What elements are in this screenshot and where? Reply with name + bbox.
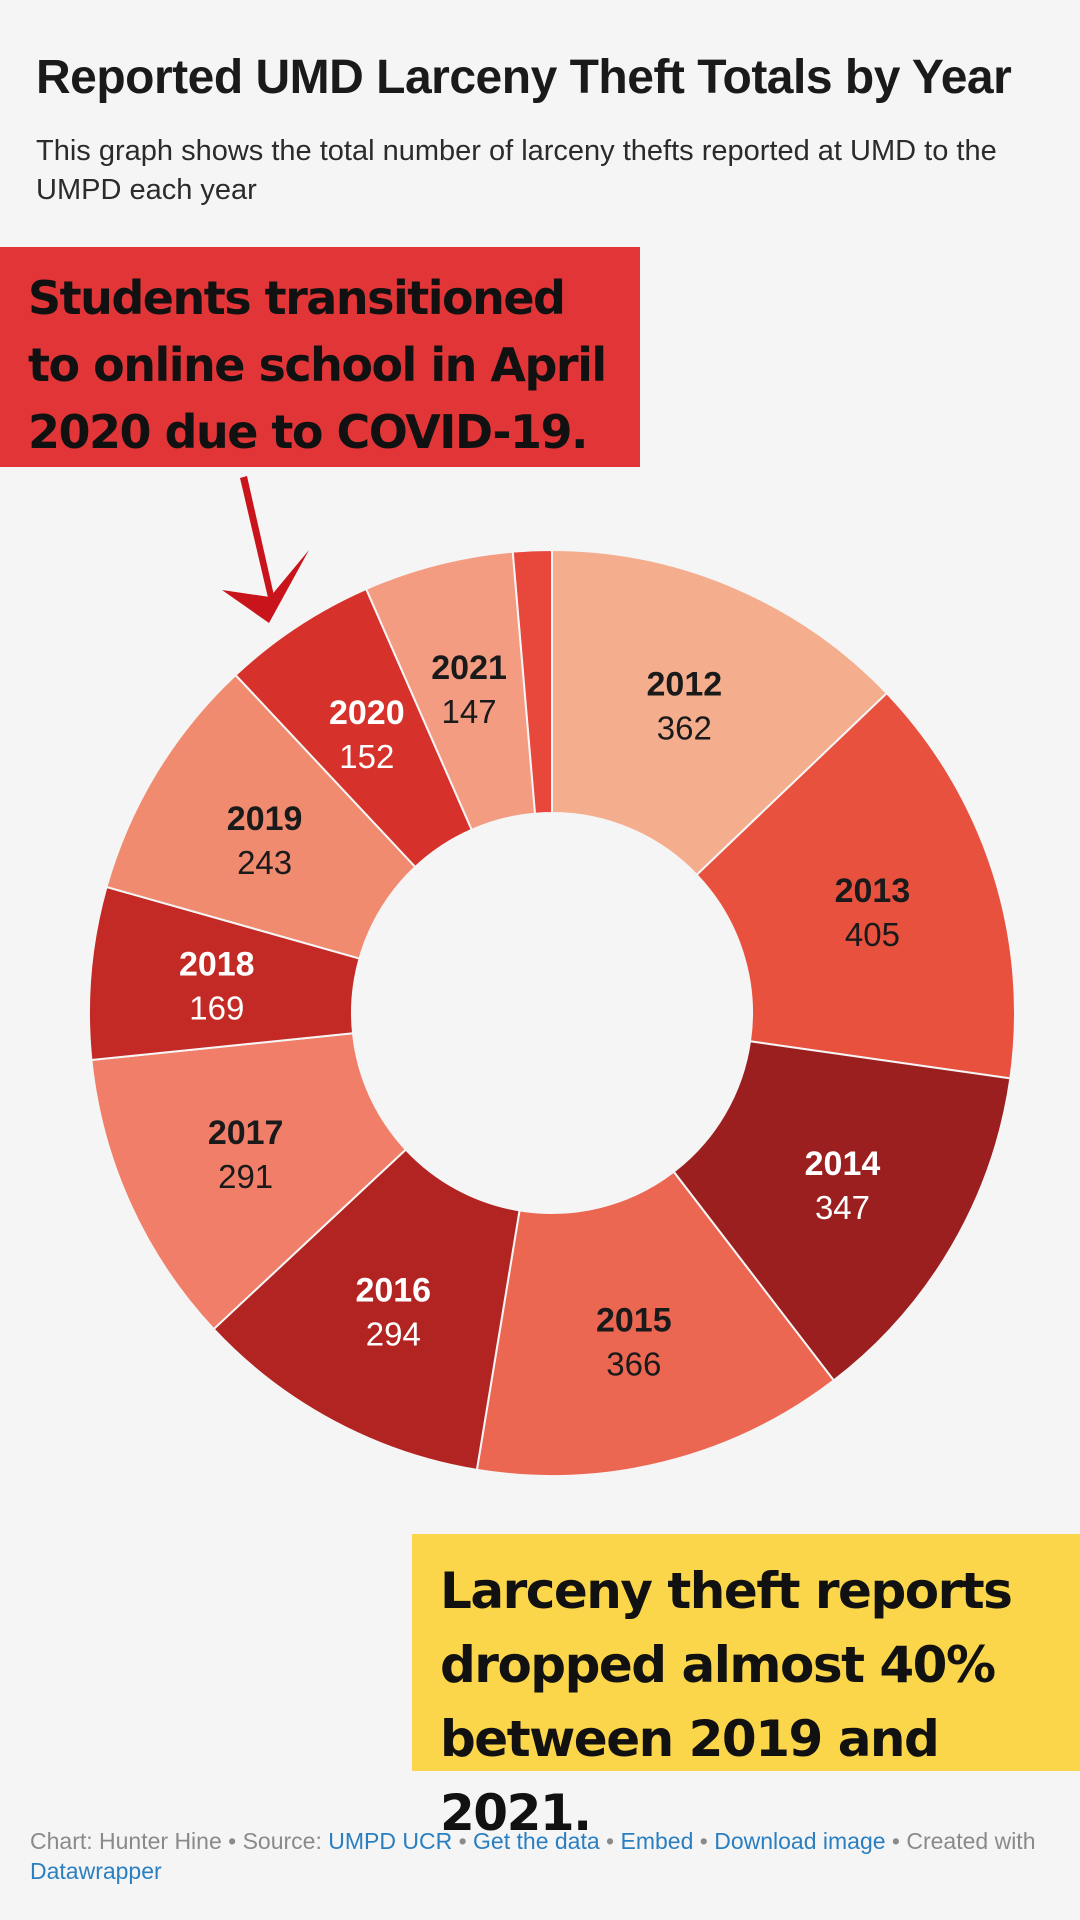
segment-value-label: 347 [815, 1189, 870, 1226]
segment-value-label: 294 [366, 1316, 421, 1353]
segment-value-label: 169 [189, 990, 244, 1027]
segment-year-label: 2013 [835, 872, 911, 910]
donut-segment-2017[interactable] [90, 1032, 408, 1331]
segment-label-2016: 2016 294 [355, 1272, 431, 1353]
donut-segment-2015[interactable] [475, 1170, 836, 1477]
segment-value-label: 362 [657, 710, 712, 747]
segment-value-label: 152 [339, 738, 394, 775]
segment-label-2021: 2021 147 [431, 649, 507, 730]
embed-link[interactable]: Embed [620, 1828, 694, 1854]
segment-year-label: 2012 [647, 666, 723, 704]
donut-segment-2019[interactable] [105, 673, 417, 960]
chart-footer: Chart: Hunter Hine • Source: UMPD UCR • … [30, 1828, 1036, 1884]
segment-value-label: 243 [237, 844, 292, 881]
created-with-text: Created with [906, 1828, 1036, 1854]
donut-segment-2013[interactable] [695, 691, 1016, 1080]
covid-callout: Students transitioned to online school i… [0, 247, 640, 467]
segment-year-label: 2014 [805, 1145, 881, 1183]
download-image-link[interactable]: Download image [714, 1828, 886, 1854]
donut-segment-unlabeled[interactable] [511, 548, 553, 815]
segment-label-2015: 2015 366 [596, 1301, 672, 1382]
donut-segment-2014[interactable] [672, 1040, 1012, 1382]
segment-year-label: 2019 [227, 800, 303, 838]
get-data-link[interactable]: Get the data [473, 1828, 600, 1854]
segment-label-2017: 2017 291 [208, 1114, 284, 1195]
datawrapper-link[interactable]: Datawrapper [30, 1858, 162, 1884]
arrow-head [222, 550, 309, 623]
source-link[interactable]: UMPD UCR [328, 1828, 453, 1854]
segment-year-label: 2020 [329, 694, 405, 732]
segment-label-2018: 2018 169 [179, 946, 255, 1027]
donut-labels: 2012362201340520143472015366201629420172… [179, 649, 910, 1383]
chart-author: Chart: Hunter Hine [30, 1828, 222, 1854]
segment-label-2013: 2013 405 [835, 872, 911, 953]
segment-label-2012: 2012 362 [647, 666, 723, 747]
chart-subtitle: This graph shows the total number of lar… [36, 135, 997, 206]
segment-year-label: 2018 [179, 946, 255, 984]
chart-title: Reported UMD Larceny Theft Totals by Yea… [36, 51, 1012, 104]
donut-segments [88, 548, 1016, 1477]
segment-value-label: 291 [218, 1158, 273, 1195]
segment-value-label: 405 [845, 916, 900, 953]
callout-arrow [222, 476, 309, 623]
segment-value-label: 366 [606, 1345, 661, 1382]
arrow-shaft [240, 476, 275, 602]
segment-year-label: 2016 [355, 1272, 431, 1310]
segment-year-label: 2021 [431, 649, 507, 687]
segment-year-label: 2017 [208, 1114, 284, 1152]
donut-segment-2016[interactable] [212, 1148, 521, 1472]
segment-label-2020: 2020 152 [329, 694, 405, 775]
source-label: Source: [242, 1828, 322, 1854]
segment-label-2019: 2019 243 [227, 800, 303, 881]
segment-label-2014: 2014 347 [805, 1145, 881, 1226]
segment-value-label: 147 [442, 693, 497, 730]
donut-segment-2012[interactable] [551, 548, 889, 877]
drop-callout: Larceny theft reports dropped almost 40%… [412, 1534, 1080, 1842]
donut-chart: 2012362201340520143472015366201629420172… [88, 476, 1016, 1477]
segment-year-label: 2015 [596, 1301, 672, 1339]
